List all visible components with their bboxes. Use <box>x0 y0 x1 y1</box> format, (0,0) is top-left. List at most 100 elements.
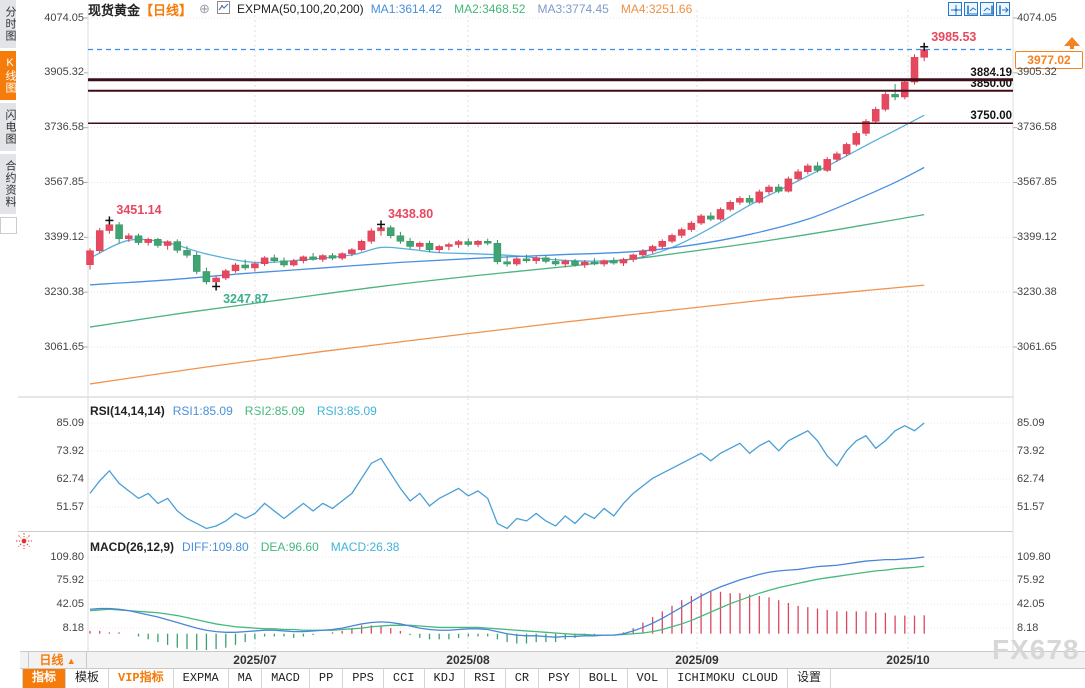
pivot-price-label: 3985.53 <box>931 29 977 44</box>
macd-name: MACD(26,12,9) <box>90 540 175 554</box>
macd-header: MACD(26,12,9) DIFF:109.80 DEA:96.60 MACD:26… <box>90 540 423 554</box>
toolbar-button-ichimoku-cloud[interactable]: ICHIMOKU CLOUD <box>668 669 788 688</box>
rsi-name: RSI(14,14,14) <box>90 404 165 418</box>
instrument-title: 现货黄金 <box>88 2 141 18</box>
price-tick-left: 3399.12 <box>44 230 84 243</box>
price-tick-right: 3905.32 <box>1017 66 1057 79</box>
toolbar-button-kdj[interactable]: KDJ <box>425 669 466 688</box>
time-axis-row: 日线 ▲ 2025/07 2025/08 2025/09 2025/10 <box>20 651 1085 669</box>
pan-crosshair-icon[interactable] <box>948 2 962 16</box>
chart-header: 现货黄金【日线】 ⊕ EXPMA(50,100,20,200) MA1:3614… <box>88 1 705 18</box>
current-price-badge: 3977.02 <box>1015 51 1083 69</box>
right-axis-scale-icon[interactable] <box>980 2 994 16</box>
chart-plot-area[interactable] <box>88 10 1013 651</box>
toolbar-button-rsi[interactable]: RSI <box>465 669 506 688</box>
rsi-value-2: RSI3:85.09 <box>316 404 377 418</box>
toolbar-button-指标[interactable]: 指标 <box>22 669 67 688</box>
period-selector-button[interactable]: 日线 ▲ <box>28 652 87 668</box>
toolbar-button-ma[interactable]: MA <box>229 669 263 688</box>
sidebar-tab-4[interactable]: 合约资料 <box>0 154 16 214</box>
macd-value-2: MACD:26.38 <box>330 540 400 554</box>
toolbar-button-psy[interactable]: PSY <box>539 669 580 688</box>
macd-tick-right: 42.05 <box>1017 597 1045 610</box>
ma-value-2: MA3:3774.45 <box>537 2 609 16</box>
rsi-tick-right: 85.09 <box>1017 416 1045 429</box>
price-tick-left: 4074.05 <box>44 11 84 24</box>
rsi-tick-right: 73.92 <box>1017 444 1045 457</box>
sidebar-chart-mode-tabs: 分时图 K线图闪电图合约资料 <box>0 0 17 234</box>
sidebar-spacer <box>0 217 17 234</box>
toolbar-button-模板[interactable]: 模板 <box>66 669 110 688</box>
price-tick-left: 3905.32 <box>44 66 84 79</box>
ma-value-0: MA1:3614.42 <box>370 2 443 16</box>
add-compare-icon[interactable]: ⊕ <box>199 1 210 16</box>
macd-tick-right: 75.92 <box>1017 574 1045 587</box>
toolbar-button-vip指标[interactable]: VIP指标 <box>109 669 174 688</box>
ma-value-3: MA4:3251.66 <box>620 2 693 16</box>
rsi-tick-left: 62.74 <box>56 472 84 485</box>
price-up-arrow-icon <box>1064 37 1080 49</box>
rsi-value-1: RSI2:85.09 <box>244 404 305 418</box>
indicator-name: EXPMA(50,100,20,200) <box>236 2 364 16</box>
price-tick-left: 3736.58 <box>44 121 84 134</box>
export-chart-icon[interactable] <box>996 2 1010 16</box>
rsi-tick-right: 62.74 <box>1017 472 1045 485</box>
period-label: 日线 <box>39 653 64 667</box>
price-tick-right: 4074.05 <box>1017 11 1057 24</box>
toolbar-button-macd[interactable]: MACD <box>262 669 310 688</box>
chart-type-icon <box>216 1 230 17</box>
brand-watermark: FX678 <box>992 634 1080 665</box>
support-line-label: 3750.00 <box>970 110 1012 123</box>
alert-flash-icon <box>16 533 32 549</box>
price-tick-left: 3061.65 <box>44 340 84 353</box>
period-tag: 【日线】 <box>140 2 193 18</box>
macd-tick-right: 109.80 <box>1017 550 1051 563</box>
macd-value-0: DIFF:109.80 <box>182 540 249 554</box>
indicator-toolbar: 指标 模板 VIP指标 EXPMA MA MACD PP PPS CCI KDJ RSI CR PSY B… <box>0 669 1085 688</box>
ma-values: MA1:3614.42 MA2:3468.52 MA3:3774.45 MA4:325… <box>371 2 705 16</box>
toolbar-button-cci[interactable]: CCI <box>384 669 425 688</box>
macd-tick-left: 109.80 <box>50 550 84 563</box>
macd-tick-right: 8.18 <box>1017 621 1039 634</box>
sidebar-tab-3[interactable]: 闪电图 <box>0 103 16 151</box>
candlestick-layer <box>86 46 928 287</box>
toolbar-button-expma[interactable]: EXPMA <box>174 669 229 688</box>
macd-tick-left: 75.92 <box>56 574 84 587</box>
month-label: 2025/07 <box>233 653 277 667</box>
macd-tick-left: 8.18 <box>62 621 84 634</box>
price-tick-right: 3736.58 <box>1017 121 1057 134</box>
rsi-tick-left: 73.92 <box>56 444 84 457</box>
pivot-price-label: 3451.14 <box>116 203 162 218</box>
chart-tool-icons <box>948 2 1010 16</box>
price-tick-left: 3567.85 <box>44 176 84 188</box>
price-tick-right: 3230.38 <box>1017 285 1057 298</box>
toolbar-button-vol[interactable]: VOL <box>628 669 669 688</box>
toolbar-button-cr[interactable]: CR <box>506 669 540 688</box>
price-tick-left: 3230.38 <box>44 285 84 298</box>
toolbar-button-pp[interactable]: PP <box>310 669 344 688</box>
pivot-price-label: 3438.80 <box>388 207 434 222</box>
rsi-value-0: RSI1:85.09 <box>172 404 233 418</box>
month-label: 2025/08 <box>446 653 490 667</box>
month-label: 2025/10 <box>886 653 930 667</box>
month-label: 2025/09 <box>675 653 719 667</box>
toolbar-button-boll[interactable]: BOLL <box>580 669 628 688</box>
period-arrow-icon: ▲ <box>66 656 76 666</box>
rsi-tick-left: 51.57 <box>56 500 84 513</box>
toolbar-button-pps[interactable]: PPS <box>343 669 384 688</box>
rsi-tick-right: 51.57 <box>1017 500 1045 513</box>
rsi-tick-left: 85.09 <box>56 416 84 429</box>
price-tick-right: 3567.85 <box>1017 176 1057 188</box>
toolbar-button-设置[interactable]: 设置 <box>788 669 831 688</box>
sidebar-tab-1[interactable]: 分时图 <box>0 0 16 48</box>
ma-value-1: MA2:3468.52 <box>454 2 526 16</box>
sidebar-tab-2[interactable]: K线图 <box>0 51 16 100</box>
left-axis-scale-icon[interactable] <box>964 2 978 16</box>
price-tick-right: 3061.65 <box>1017 340 1057 353</box>
macd-tick-left: 42.05 <box>56 597 84 610</box>
macd-value-1: DEA:96.60 <box>260 540 319 554</box>
rsi-header: RSI(14,14,14) RSI1:85.09 RSI2:85.09 RSI3:85… <box>90 404 401 418</box>
price-tick-right: 3399.12 <box>1017 230 1057 243</box>
